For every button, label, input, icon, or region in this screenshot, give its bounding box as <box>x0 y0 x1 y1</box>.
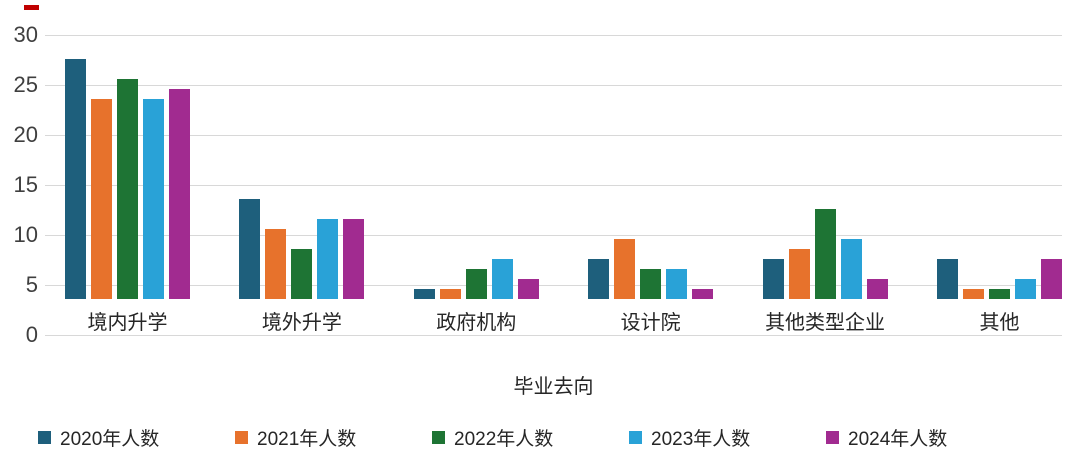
corner-red-mark <box>24 5 39 10</box>
bar-group-bars <box>588 35 714 299</box>
category-label: 政府机构 <box>436 312 517 334</box>
legend-item: 2024年人数 <box>826 424 1023 451</box>
legend-item: 2022年人数 <box>432 424 629 451</box>
category-label: 境外升学 <box>261 312 342 334</box>
bar <box>988 289 1010 299</box>
bar <box>413 289 435 299</box>
bar <box>343 219 365 299</box>
legend-item: 2021年人数 <box>235 424 432 451</box>
legend: 2020年人数 2021年人数 2022年人数 2023年人数 2024年人数 <box>38 424 1023 451</box>
bar <box>614 239 636 299</box>
bar-group-bars <box>413 35 539 299</box>
bar <box>465 269 487 299</box>
gridline <box>45 235 1062 236</box>
bar <box>117 79 138 299</box>
bar <box>317 219 339 299</box>
legend-item: 2020年人数 <box>38 424 235 451</box>
legend-swatch <box>826 431 839 444</box>
y-axis-tick-label: 5 <box>25 272 38 297</box>
bar-group-bars <box>936 35 1062 299</box>
bar-group-bars <box>239 35 365 299</box>
bar <box>588 259 610 299</box>
bar-group: 境内升学 <box>65 35 190 335</box>
bar <box>517 279 539 299</box>
bar <box>239 199 261 299</box>
bar <box>169 89 190 299</box>
bar <box>1040 259 1062 299</box>
gridline <box>45 35 1062 36</box>
legend-label: 2020年人数 <box>60 429 160 450</box>
bar <box>666 269 688 299</box>
bar <box>65 59 86 299</box>
bar <box>291 249 313 299</box>
bar <box>866 279 888 299</box>
gridline <box>45 185 1062 186</box>
y-axis-tick-label: 0 <box>25 322 38 347</box>
y-axis-tick-label: 20 <box>13 122 38 147</box>
category-label: 其他类型企业 <box>765 312 886 334</box>
x-axis-title: 毕业去向 <box>513 376 594 398</box>
category-label: 其他 <box>979 312 1020 334</box>
bar <box>491 259 513 299</box>
category-label: 境内升学 <box>87 312 168 334</box>
bar <box>439 289 461 299</box>
bar-group-bars <box>762 35 888 299</box>
bar-group: 其他类型企业 <box>762 35 888 335</box>
y-axis-tick-label: 30 <box>13 22 38 47</box>
bar <box>962 289 984 299</box>
bar <box>692 289 714 299</box>
bar <box>1014 279 1036 299</box>
legend-item: 2023年人数 <box>629 424 826 451</box>
y-axis-tick-label: 25 <box>13 72 38 97</box>
bar-group: 设计院 <box>588 35 714 335</box>
bar <box>640 269 662 299</box>
bar <box>936 259 958 299</box>
legend-label: 2024年人数 <box>848 429 948 450</box>
bar-group: 政府机构 <box>413 35 539 335</box>
plot-area: 境内升学 境外升学 政府机构 设计院 其他类型企业 其他 <box>45 35 1062 335</box>
bar <box>814 209 836 299</box>
legend-swatch <box>432 431 445 444</box>
legend-label: 2022年人数 <box>454 429 554 450</box>
y-axis-tick-label: 10 <box>13 222 38 247</box>
legend-swatch <box>38 431 51 444</box>
bar-group-bars <box>65 35 190 299</box>
bar-group: 境外升学 <box>239 35 365 335</box>
bar-group: 其他 <box>936 35 1062 335</box>
legend-swatch <box>629 431 642 444</box>
legend-label: 2023年人数 <box>651 429 751 450</box>
gridline <box>45 135 1062 136</box>
legend-swatch <box>235 431 248 444</box>
bar <box>762 259 784 299</box>
gridline <box>45 285 1062 286</box>
category-label: 设计院 <box>620 312 681 334</box>
bar <box>840 239 862 299</box>
legend-label: 2021年人数 <box>257 429 357 450</box>
gridline <box>45 85 1062 86</box>
bar <box>143 99 164 299</box>
y-axis-tick-label: 15 <box>13 172 38 197</box>
bar <box>788 249 810 299</box>
gridline <box>45 335 1062 336</box>
bar <box>91 99 112 299</box>
bar <box>265 229 287 299</box>
